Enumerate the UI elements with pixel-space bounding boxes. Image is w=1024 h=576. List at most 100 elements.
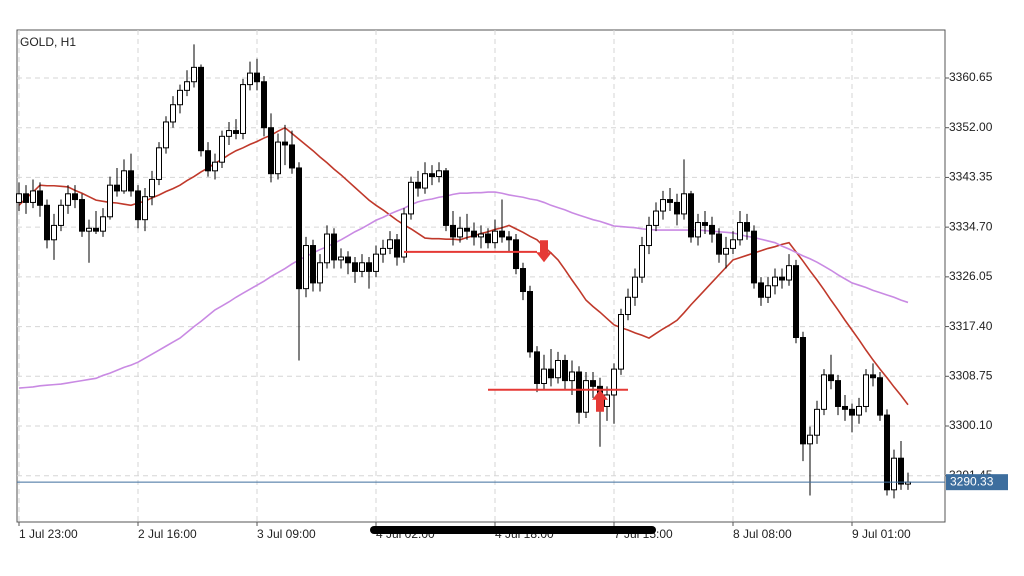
- candle-body: [457, 227, 463, 238]
- candle-body: [443, 170, 449, 226]
- candle-body: [58, 204, 64, 226]
- candle-body: [534, 351, 540, 384]
- candle-body: [870, 374, 876, 379]
- axis: 3360.65 3352.00 3343.35 3334.70 3326.05 3317.…: [18, 70, 1008, 541]
- candle-body: [16, 193, 22, 203]
- candle-body: [632, 276, 638, 298]
- candle-body: [408, 181, 414, 215]
- candle-body: [79, 199, 85, 232]
- candle-body: [394, 239, 400, 258]
- candle-body: [891, 457, 897, 491]
- candle-body: [856, 405, 862, 416]
- y-tick-label: 3317.40: [949, 319, 993, 333]
- candle-body: [373, 253, 379, 272]
- candle-body: [310, 245, 316, 284]
- y-tick-label: 3326.05: [949, 269, 993, 283]
- candle-body: [723, 247, 729, 255]
- candle-body: [226, 130, 232, 137]
- candle-body: [667, 199, 673, 203]
- candle-body: [464, 227, 470, 232]
- candle-body: [884, 414, 890, 491]
- candle-body: [695, 222, 701, 238]
- candle-body: [289, 144, 295, 169]
- x-tick-label: 3 Jul 09:00: [257, 527, 316, 541]
- candle-body: [317, 262, 323, 284]
- candle-body: [653, 210, 659, 226]
- candle-body: [541, 368, 547, 384]
- candle-body: [576, 371, 582, 413]
- candle-body: [835, 380, 841, 407]
- candle-body: [93, 227, 99, 232]
- candle-body: [793, 265, 799, 338]
- candle-body: [72, 193, 78, 201]
- candle-body: [569, 371, 575, 382]
- candle-body: [786, 265, 792, 281]
- candle-body: [65, 193, 71, 206]
- candle-body: [359, 262, 365, 272]
- candle-body: [898, 457, 904, 485]
- candle-body: [877, 377, 883, 416]
- candle-body: [527, 291, 533, 353]
- x-tick-label: 1 Jul 23:00: [19, 527, 78, 541]
- candle-body: [198, 66, 204, 152]
- candle-body: [737, 222, 743, 241]
- candle-body: [135, 190, 141, 221]
- candle-body: [149, 178, 155, 198]
- candle-body: [471, 230, 477, 238]
- grid: [17, 30, 945, 522]
- candle-body: [674, 201, 680, 215]
- signal-arrow: [536, 240, 552, 263]
- scroll-bar[interactable]: [370, 526, 656, 534]
- moving-average-line: [18, 126, 909, 406]
- y-tick-label: 3352.00: [949, 120, 993, 134]
- candle-body: [331, 233, 337, 261]
- candle-body: [30, 190, 36, 203]
- candle-body: [450, 224, 456, 238]
- candle-body: [590, 380, 596, 387]
- candle-body: [240, 84, 246, 134]
- candle-body: [849, 408, 855, 416]
- candle-body: [716, 233, 722, 255]
- candle-body: [268, 127, 274, 175]
- candle-body: [219, 135, 225, 163]
- candle-body: [478, 233, 484, 238]
- candle-body: [303, 245, 309, 290]
- candle-body: [191, 66, 197, 83]
- candle-body: [44, 204, 50, 241]
- last-price-label: 3290.33: [950, 474, 994, 488]
- candle-body: [779, 276, 785, 281]
- candle-body: [660, 199, 666, 212]
- y-tick-label: 3343.35: [949, 170, 993, 184]
- candle-body: [646, 224, 652, 247]
- candle-body: [247, 72, 253, 86]
- candle-body: [604, 394, 610, 407]
- candle-body: [828, 374, 834, 382]
- candle-body: [555, 359, 561, 379]
- candle-body: [142, 196, 148, 221]
- y-tick-label: 3300.10: [949, 418, 993, 432]
- candle-body: [485, 233, 491, 244]
- candle-body: [772, 276, 778, 287]
- plot-frame: [16, 29, 946, 523]
- x-tick-label: 9 Jul 01:00: [852, 527, 911, 541]
- candle-body: [520, 268, 526, 293]
- chart-title: GOLD, H1: [20, 35, 76, 49]
- candle-body: [499, 230, 505, 238]
- candle-body: [562, 359, 568, 382]
- candle-body: [436, 170, 442, 178]
- candle-body: [107, 184, 113, 218]
- candle-body: [821, 374, 827, 410]
- last-price-box: [946, 474, 1008, 491]
- candle-body: [177, 89, 183, 106]
- candle-body: [338, 256, 344, 261]
- candle-body: [324, 233, 330, 264]
- candle-body: [583, 380, 589, 413]
- candle-body: [128, 170, 134, 192]
- candle-body: [23, 193, 29, 203]
- candle-body: [800, 337, 806, 445]
- candle-body: [121, 170, 127, 192]
- candle-body: [765, 285, 771, 298]
- candle-body: [184, 81, 190, 91]
- candle-body: [548, 368, 554, 379]
